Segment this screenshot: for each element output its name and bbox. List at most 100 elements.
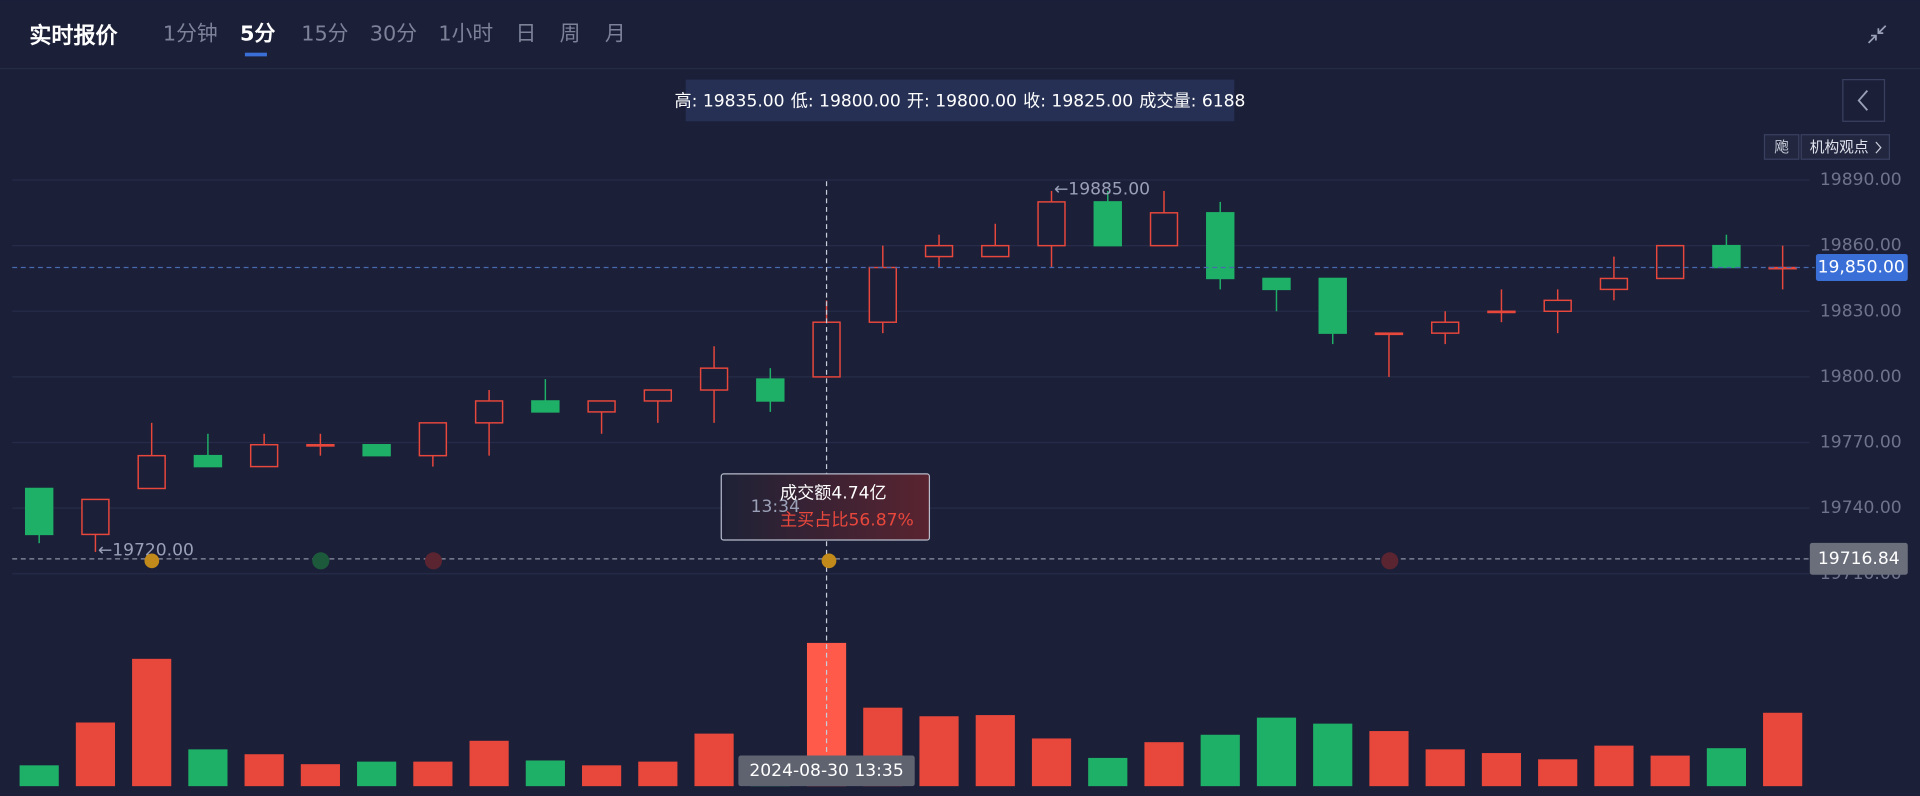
volume-bar (582, 765, 622, 787)
collapse-icon[interactable] (1867, 25, 1887, 44)
volume-bar (469, 740, 509, 787)
last-price-label: 19,850.00 (1818, 258, 1905, 278)
last-price-tag (1815, 254, 1908, 281)
candle-body (1037, 201, 1066, 247)
event-icon[interactable] (821, 553, 837, 569)
volume-bar (1594, 745, 1634, 787)
candle-body (474, 400, 504, 424)
candle-body (1318, 277, 1347, 334)
volume-bar (413, 761, 453, 787)
volume-bar (1031, 738, 1072, 787)
volume-bar (357, 761, 397, 787)
candle-body (1487, 310, 1516, 314)
tooltip-amount: 成交额4.74亿 (780, 484, 887, 504)
candle-body (1599, 277, 1629, 291)
crosshair-tag (738, 755, 915, 787)
volume-bar (1538, 759, 1578, 787)
opinion-chevron (1875, 141, 1882, 154)
tab[interactable]: 月 (605, 21, 626, 45)
tooltip-ratio: 主买占比56.87% (780, 510, 914, 530)
info-item: 收: 19825.00 (1023, 92, 1133, 112)
y-tick-label: 19770.00 (1820, 433, 1902, 453)
y-tick-label: 19740.00 (1820, 498, 1902, 518)
y-tick-label: 19830.00 (1820, 301, 1902, 321)
tab[interactable]: 5分 (240, 21, 275, 45)
candle-body (756, 378, 785, 402)
volume-bar (300, 764, 340, 787)
tab[interactable]: 15分 (301, 21, 348, 45)
y-tick-label: 19890.00 (1820, 170, 1902, 190)
info-text: 高: 19835.00 低: 19800.00 开: 19800.00 收: 1982… (675, 92, 1246, 112)
tabs: 1分钟 5分 15分 30分 1小时日周月 (163, 21, 626, 57)
price-annotation: ←19720.00 (98, 541, 194, 561)
opinion-text: 机构观点 (1810, 139, 1869, 156)
candle-body (699, 367, 729, 391)
ref-label: 19716.84 (1818, 549, 1900, 569)
header-title: 实时报价 (29, 23, 118, 49)
tooltip-time: 13:34 (751, 497, 800, 517)
candle-body (193, 454, 223, 468)
volume-bar (75, 722, 116, 787)
info-item: 成交量: 6188 (1139, 92, 1245, 112)
candle-body (587, 400, 616, 413)
tab[interactable]: 1小时 (438, 21, 493, 45)
candle-body (1655, 244, 1685, 280)
tooltip (720, 473, 931, 541)
volume-bar (919, 716, 959, 787)
candle-body (249, 443, 279, 468)
volume-bar (188, 749, 228, 787)
event-icon[interactable] (144, 553, 160, 569)
candle-body (306, 443, 335, 447)
tab[interactable]: 日 (516, 21, 537, 45)
volume-bar (1256, 717, 1297, 787)
tab[interactable]: 1分钟 (163, 21, 218, 45)
plot: 19710.0019740.0019770.0019800.0019830.00… (12, 170, 1908, 787)
badge-box (1763, 134, 1800, 160)
candle-body (531, 400, 560, 413)
volume-bar (1144, 742, 1184, 787)
candle-body (418, 422, 448, 457)
event-icon[interactable] (1381, 552, 1399, 570)
y-tick-label: 19860.00 (1820, 236, 1902, 256)
tab[interactable]: 周 (560, 21, 581, 45)
tab[interactable]: 30分 (370, 21, 417, 45)
volume-bar (694, 733, 734, 787)
volume-bar (1313, 723, 1353, 787)
candle-body (1374, 332, 1404, 336)
candle-body (137, 454, 166, 490)
event-icon[interactable] (424, 552, 443, 570)
candle-body (1206, 212, 1235, 280)
info-item: 高: 19835.00 (675, 92, 785, 112)
candle-body (1262, 277, 1291, 291)
collapse-glyph (1867, 25, 1887, 44)
info-bar (685, 79, 1235, 122)
opinion-button[interactable] (1800, 134, 1890, 160)
candle-body (1149, 212, 1179, 247)
volume-bar (1650, 755, 1690, 787)
ref-tag (1809, 542, 1908, 575)
back-button[interactable] (1842, 79, 1886, 122)
volume-bar (19, 765, 59, 787)
candle-body (981, 244, 1010, 258)
badge: 飑 (1774, 139, 1789, 156)
candle-body (1431, 321, 1460, 334)
candle-body (1093, 201, 1122, 247)
y-tick-label: 19800.00 (1820, 367, 1902, 387)
candle-body (643, 389, 673, 402)
volume-bar (525, 760, 565, 787)
volume-bar (244, 754, 284, 787)
tab-underline (244, 52, 267, 57)
volume-bar (1481, 753, 1522, 787)
volume-bar (1763, 712, 1803, 787)
info-item: 开: 19800.00 (907, 92, 1017, 112)
candle-body (24, 487, 54, 536)
candle-body (924, 244, 954, 258)
volume-bar (1425, 749, 1465, 787)
volume-bar (1200, 734, 1240, 787)
candle-body (81, 498, 110, 536)
volume-bar (975, 715, 1015, 787)
event-icon[interactable] (312, 552, 330, 570)
candle-body (868, 266, 898, 323)
volume-bar (132, 658, 172, 787)
